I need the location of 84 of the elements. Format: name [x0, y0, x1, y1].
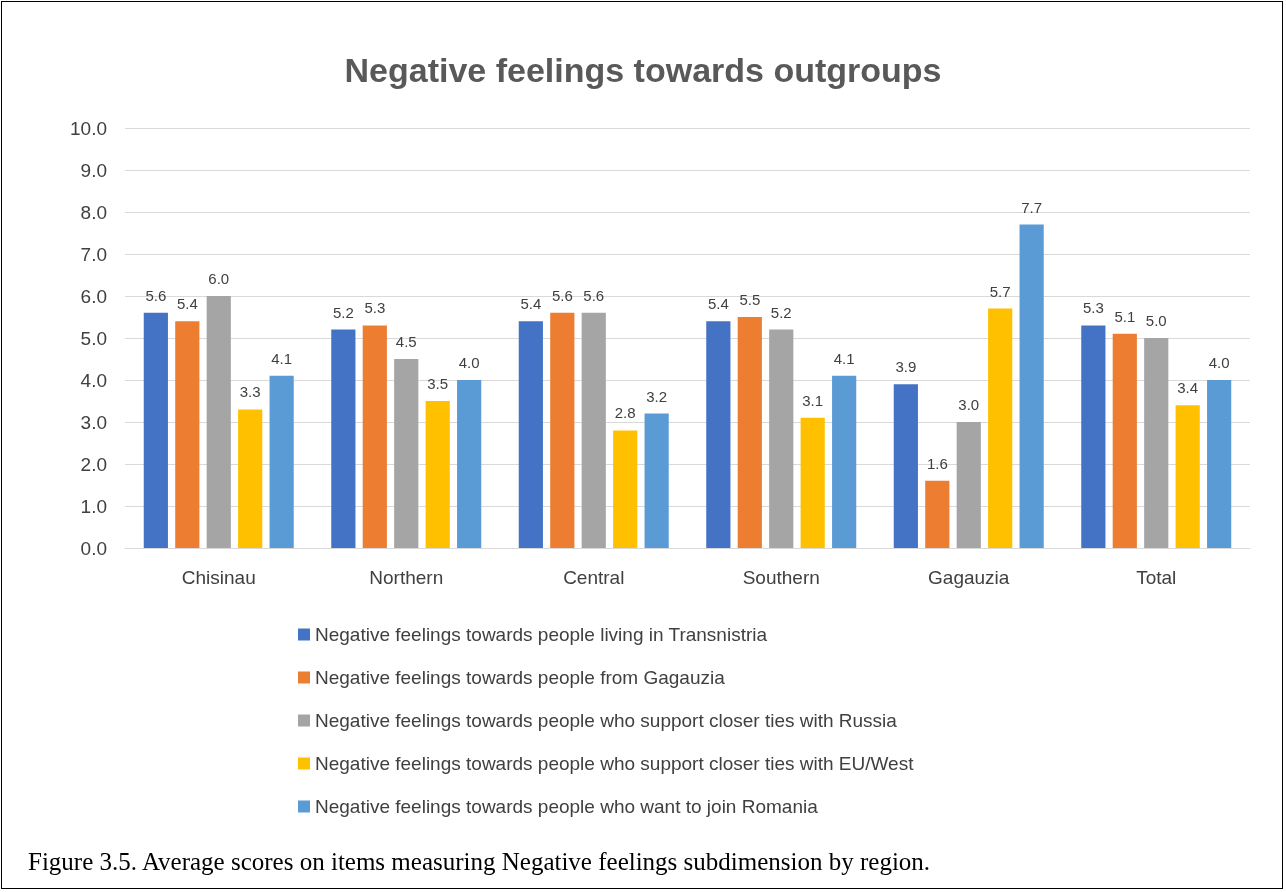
data-label: 5.4	[176, 295, 198, 313]
data-label: 5.7	[989, 282, 1011, 300]
bar	[394, 359, 419, 548]
data-label: 7.7	[1021, 198, 1043, 216]
bar	[1019, 224, 1044, 548]
data-label: 3.2	[646, 387, 668, 405]
y-tick-label: 8.0	[80, 201, 107, 223]
bar	[206, 296, 231, 548]
bar	[1081, 325, 1106, 548]
bar	[457, 380, 482, 548]
bar	[581, 312, 606, 548]
y-tick-label: 0.0	[80, 537, 107, 559]
y-tick-label: 2.0	[80, 453, 107, 475]
data-label: 4.1	[833, 349, 855, 367]
x-tick-label: Southern	[742, 567, 820, 588]
bar	[706, 321, 731, 548]
bar	[613, 430, 638, 548]
bar	[362, 325, 387, 548]
y-tick-label: 5.0	[80, 327, 107, 349]
data-label: 5.0	[1145, 312, 1167, 329]
bar	[269, 375, 294, 548]
chart-title: Negative feelings towards outgroups	[344, 51, 942, 89]
data-label: 4.1	[271, 349, 293, 367]
x-tick-label: Northern	[369, 567, 444, 588]
bar	[143, 312, 168, 548]
data-label: 5.2	[770, 303, 792, 321]
data-label: 5.6	[551, 286, 573, 304]
data-label: 5.4	[520, 295, 542, 313]
legend-label: Negative feelings towards people from Gagauzia	[315, 667, 726, 688]
bar	[1112, 333, 1137, 548]
bar	[925, 480, 950, 548]
data-label: 5.4	[707, 295, 729, 313]
bar	[550, 312, 575, 548]
bar	[769, 329, 794, 548]
data-label: 6.0	[208, 270, 230, 287]
bar	[175, 321, 200, 548]
data-label: 3.0	[958, 396, 980, 413]
legend-label: Negative feelings towards people who want to join Romania	[315, 796, 819, 817]
bar	[1175, 405, 1200, 548]
data-label: 5.5	[739, 291, 761, 308]
data-label: 4.5	[395, 333, 417, 350]
data-label: 5.1	[1114, 307, 1136, 325]
data-label: 4.0	[458, 354, 480, 371]
x-tick-label: Total	[1136, 567, 1177, 588]
data-label: 3.9	[895, 358, 917, 376]
caption: Figure 3.5. Average scores on items measuring Negative feelings subdimension by region.	[28, 848, 931, 876]
bar	[1207, 380, 1232, 548]
data-label: 1.6	[926, 454, 948, 472]
data-label: 3.5	[427, 375, 449, 392]
bar	[893, 384, 918, 548]
data-label: 5.6	[145, 286, 167, 304]
bar	[988, 308, 1013, 548]
y-tick-label: 9.0	[80, 159, 107, 181]
data-label: 5.3	[364, 299, 386, 317]
legend-label: Negative feelings towards people living in Transnistria	[315, 624, 768, 645]
y-tick-label: 7.0	[80, 243, 107, 265]
data-label: 3.4	[1177, 379, 1199, 397]
legend-label: Negative feelings towards people who support closer ties with EU/West	[315, 753, 915, 774]
x-tick-label: Central	[563, 567, 625, 588]
bar	[425, 401, 450, 548]
data-label: 3.1	[802, 391, 824, 409]
x-tick-label: Gagauzia	[928, 567, 1010, 588]
x-tick-label: Chisinau	[181, 567, 256, 588]
bar	[832, 375, 857, 548]
y-tick-label: 4.0	[80, 369, 107, 391]
bar	[238, 409, 263, 548]
y-tick-label: 1.0	[80, 495, 107, 517]
y-tick-label: 10.0	[70, 117, 107, 139]
bar	[956, 422, 981, 548]
data-label: 5.3	[1082, 299, 1104, 317]
legend-label: Negative feelings towards people who support closer ties with Russia	[315, 710, 898, 731]
bar	[800, 417, 825, 548]
bar	[518, 321, 543, 548]
y-tick-label: 6.0	[80, 285, 107, 307]
data-label: 5.6	[583, 286, 605, 304]
data-label: 2.8	[614, 404, 636, 422]
data-label: 4.0	[1208, 354, 1230, 371]
y-tick-label: 3.0	[80, 411, 107, 433]
bar	[644, 413, 669, 548]
data-label: 3.3	[239, 383, 261, 401]
bar	[1144, 338, 1169, 548]
bar	[331, 329, 356, 548]
bar	[737, 317, 762, 548]
data-label: 5.2	[332, 303, 354, 321]
